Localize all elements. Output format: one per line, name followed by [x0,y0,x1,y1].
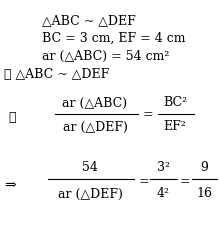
Text: ar (△ABC): ar (△ABC) [62,96,127,109]
Text: EF²: EF² [164,120,186,133]
Text: ar (△DEF): ar (△DEF) [63,120,127,133]
Text: 16: 16 [196,187,212,200]
Text: 54: 54 [82,161,98,174]
Text: =: = [143,108,153,121]
Text: BC²: BC² [163,96,187,109]
Text: ∴ △ABC ~ △DEF: ∴ △ABC ~ △DEF [4,68,109,81]
Text: =: = [139,175,149,188]
Text: ∴: ∴ [8,111,16,124]
Text: 4²: 4² [157,187,170,200]
Text: 3²: 3² [157,161,170,174]
Text: =: = [180,175,190,188]
Text: △ABC ~ △DEF: △ABC ~ △DEF [42,14,136,27]
Text: ar (△DEF): ar (△DEF) [58,187,122,200]
Text: 9: 9 [200,161,208,174]
Text: ⇒: ⇒ [4,177,16,191]
Text: BC = 3 cm, EF = 4 cm: BC = 3 cm, EF = 4 cm [42,32,185,45]
Text: ar (△ABC) = 54 cm²: ar (△ABC) = 54 cm² [42,50,169,63]
